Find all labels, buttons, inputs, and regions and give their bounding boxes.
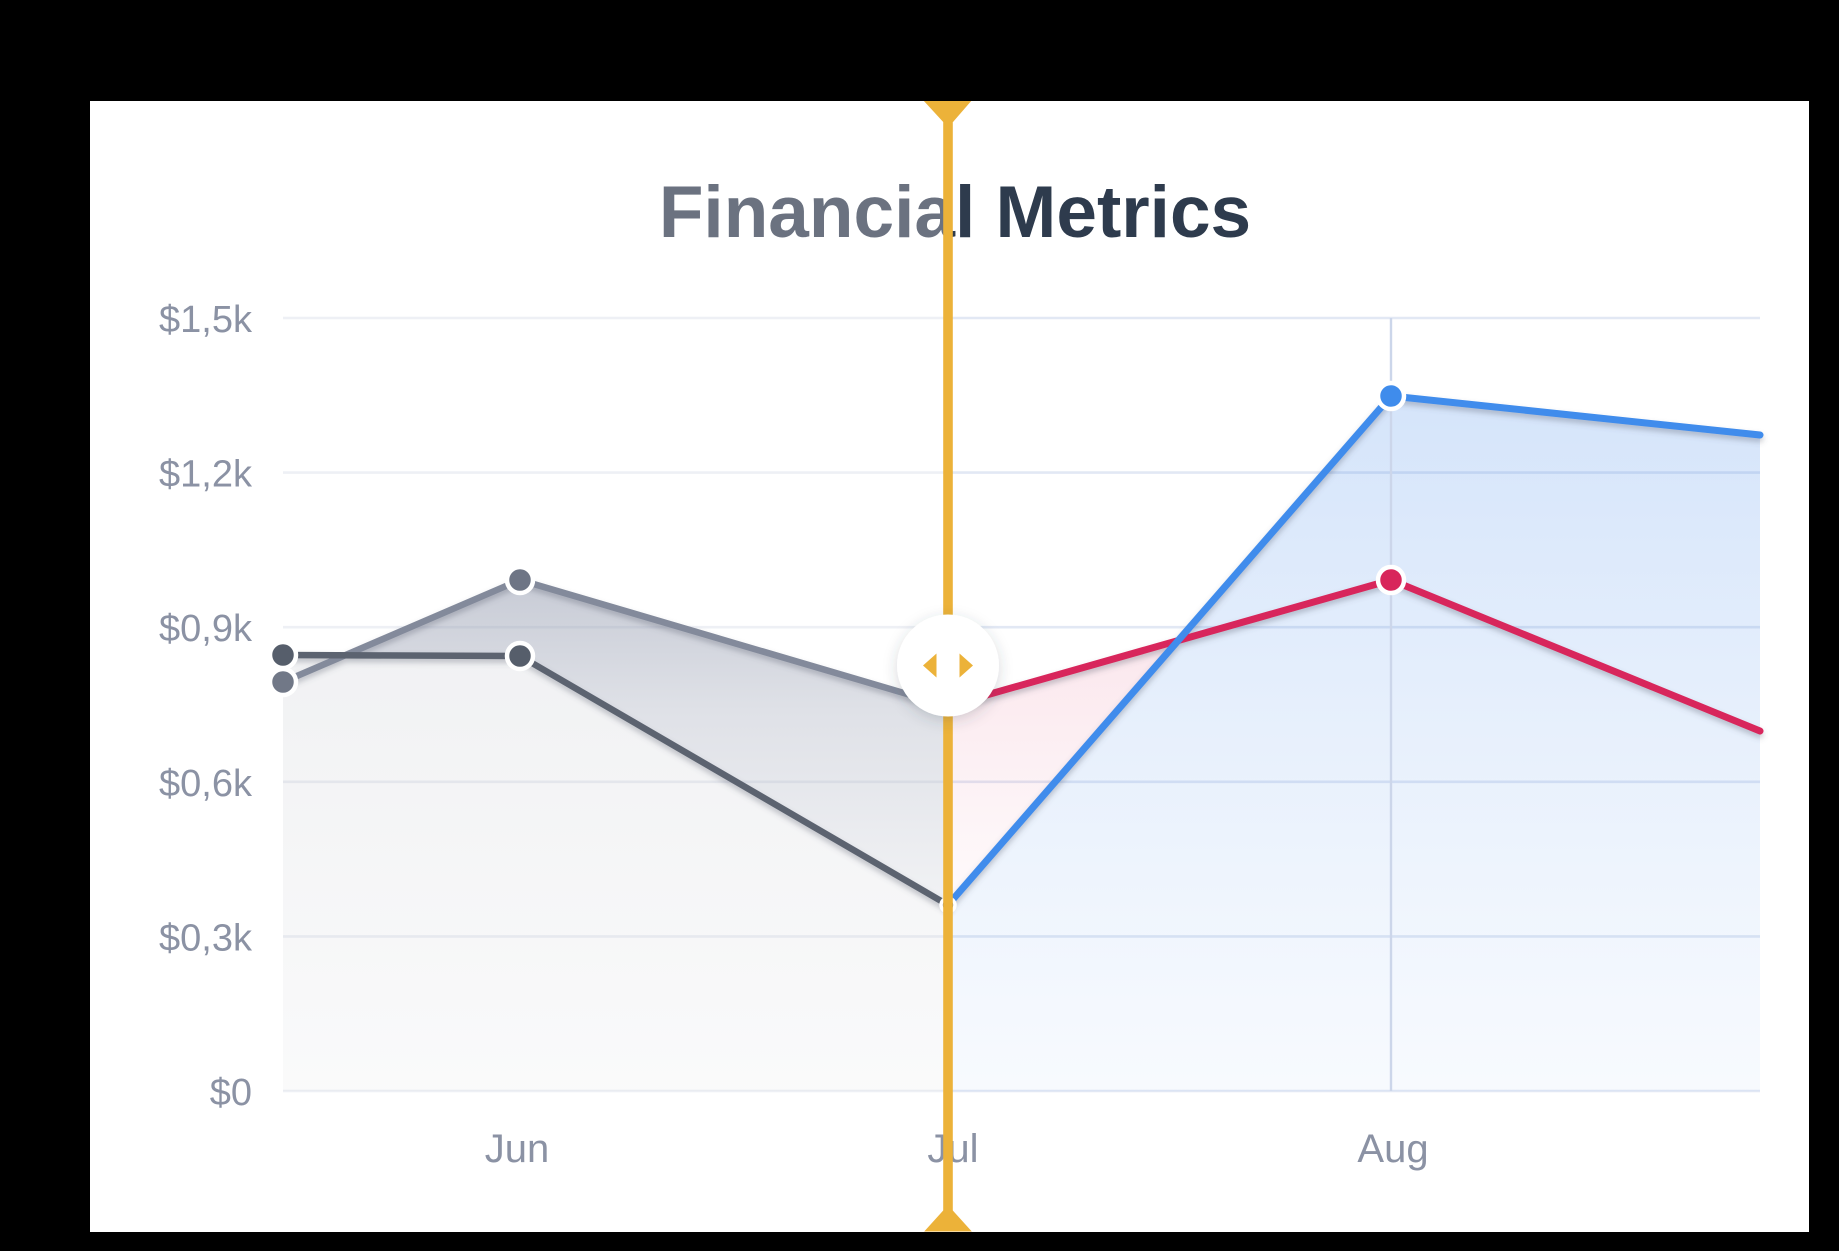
svg-text:$1,5k: $1,5k xyxy=(159,299,253,341)
svg-text:Jun: Jun xyxy=(485,1127,550,1171)
svg-text:Financial Metrics: Financial Metrics xyxy=(659,172,1251,253)
svg-text:Financial Metrics: Financial Metrics xyxy=(659,172,1251,253)
svg-text:$0,3k: $0,3k xyxy=(159,917,253,959)
svg-text:$0,9k: $0,9k xyxy=(159,608,253,650)
svg-text:Jul: Jul xyxy=(927,1127,978,1171)
svg-text:Aug: Aug xyxy=(1357,1127,1428,1171)
svg-text:$1,2k: $1,2k xyxy=(159,454,253,496)
svg-text:$0,6k: $0,6k xyxy=(159,763,253,805)
svg-text:$0: $0 xyxy=(210,1072,252,1114)
